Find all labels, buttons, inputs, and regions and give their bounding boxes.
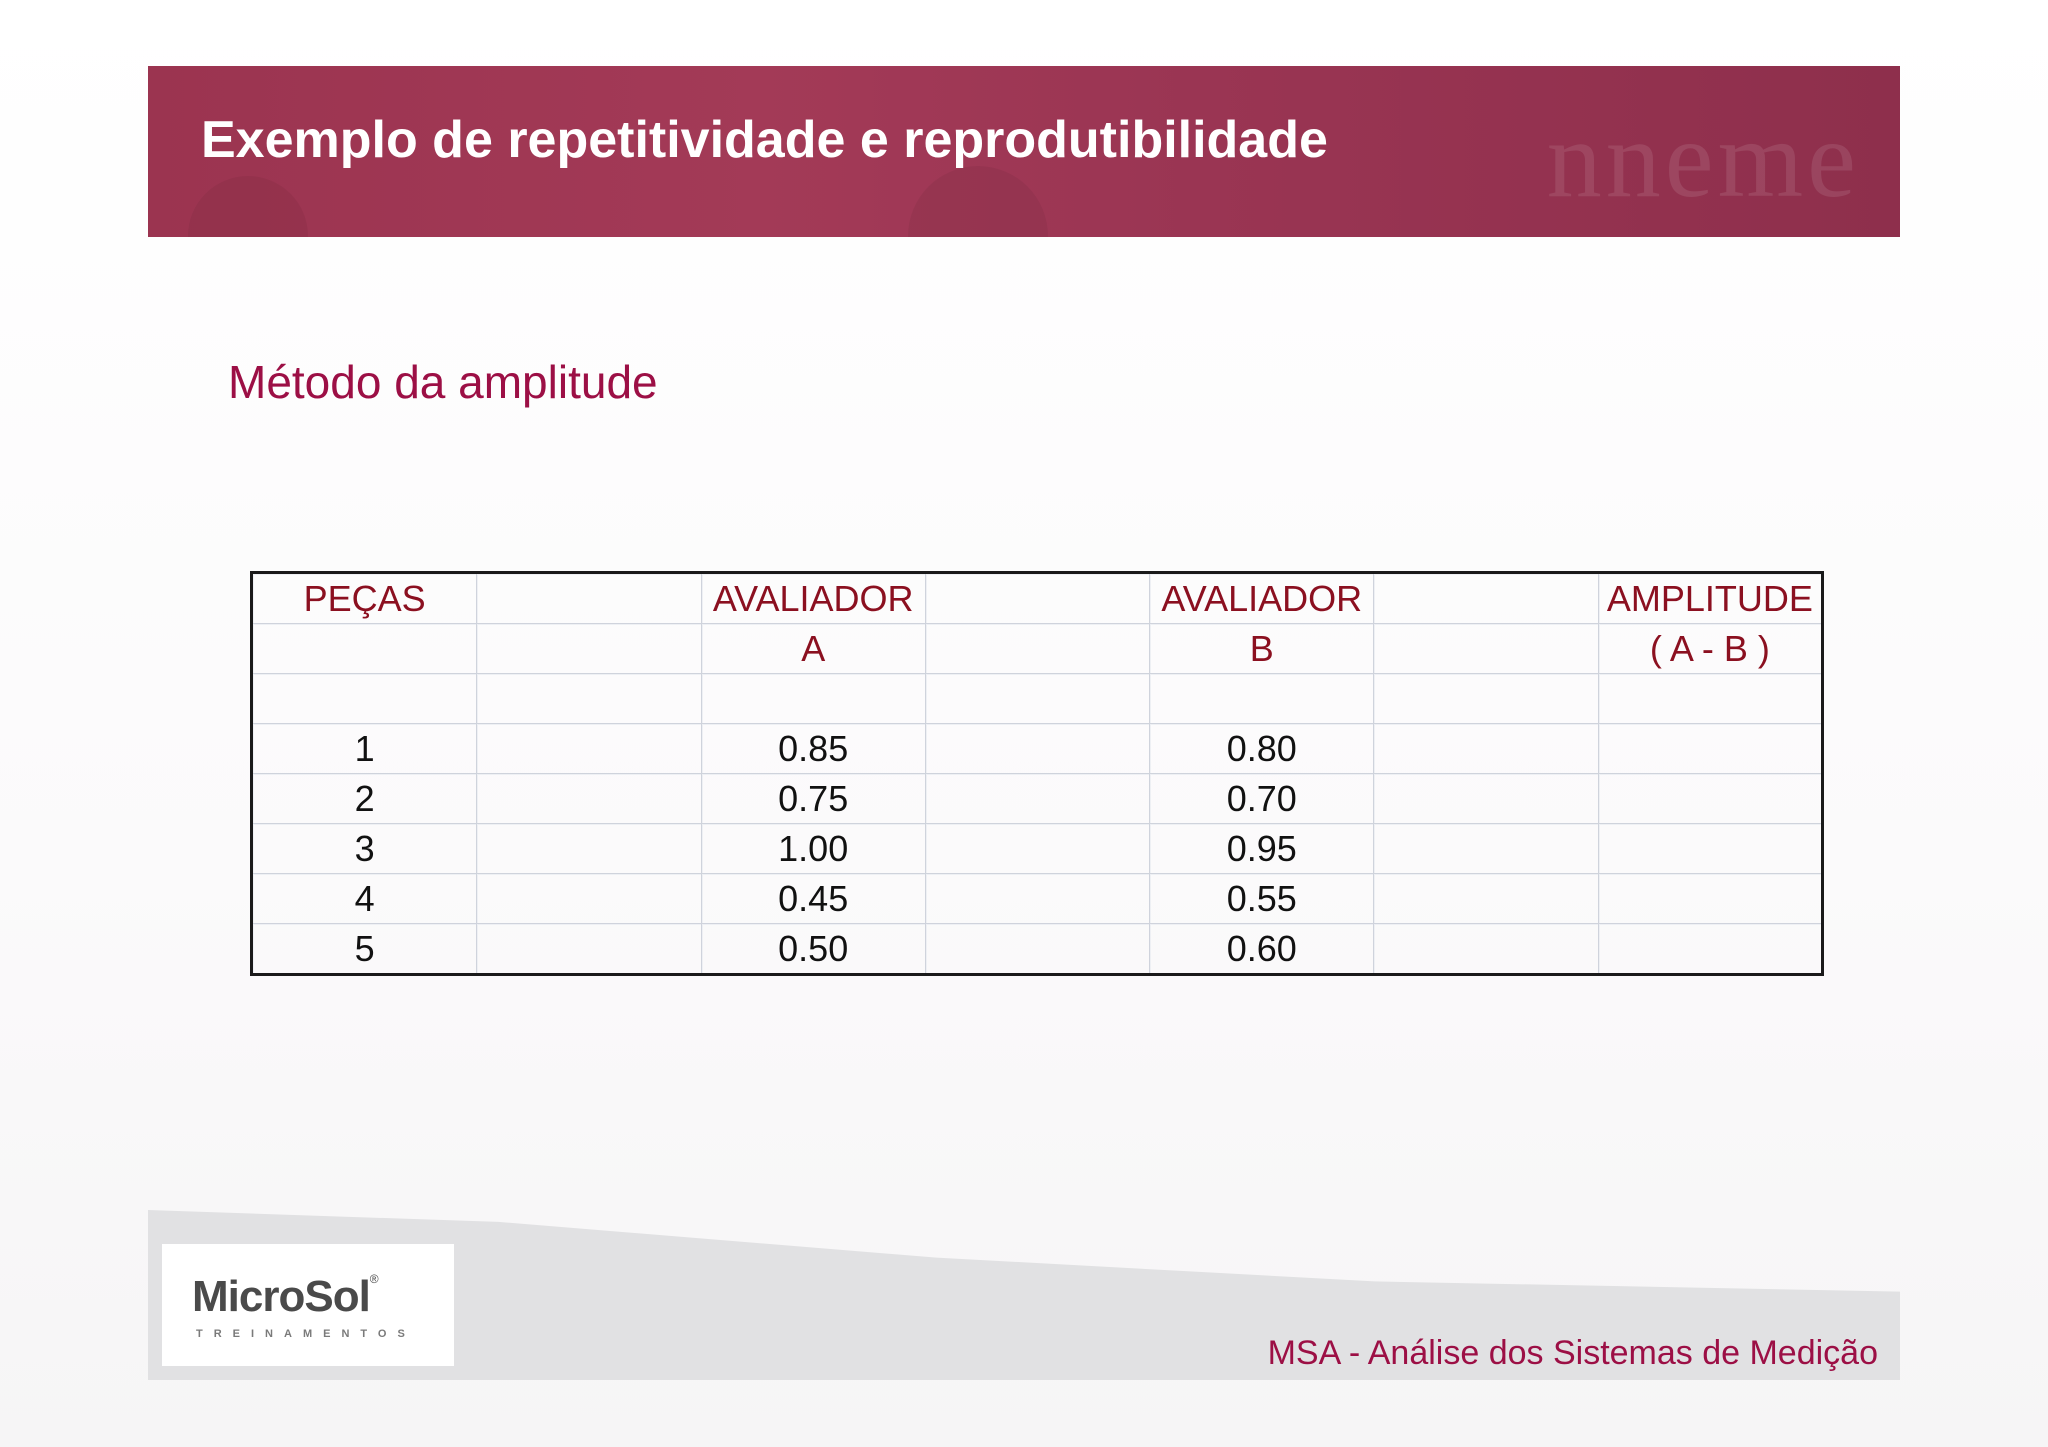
- table-cell: [700, 673, 926, 724]
- peca-cell: 4: [250, 873, 478, 924]
- table-cell: [1597, 673, 1824, 724]
- table-cell: [1149, 673, 1375, 724]
- table-cell: [250, 673, 478, 724]
- amplitude-cell: [1597, 773, 1824, 824]
- banner-decoration: [908, 166, 1048, 237]
- avaliador-a-cell: 1.00: [700, 823, 926, 874]
- peca-cell: 3: [250, 823, 478, 874]
- table-row: 3 1.00 0.95: [250, 823, 1824, 874]
- avaliador-b-cell: 0.95: [1149, 823, 1375, 874]
- avaliador-a-cell: 0.75: [700, 773, 926, 824]
- amplitude-cell: [1597, 723, 1824, 774]
- table-cell: [1373, 723, 1599, 774]
- header-cell-avaliador-b: AVALIADOR: [1149, 572, 1375, 624]
- header-banner: nneme Exemplo de repetitividade e reprod…: [148, 66, 1900, 237]
- header-cell: [1373, 623, 1599, 674]
- header-cell: [924, 572, 1151, 624]
- table-row: 5 0.50 0.60: [250, 923, 1824, 975]
- table-cell: [1373, 773, 1599, 824]
- header-cell: [476, 623, 702, 674]
- table-cell: [924, 773, 1151, 824]
- table-header-row: A B ( A - B ): [250, 623, 1824, 674]
- table-cell: [476, 823, 702, 874]
- table-cell: [1373, 823, 1599, 874]
- header-cell: [1373, 572, 1599, 624]
- table-cell: [476, 723, 702, 774]
- table-cell: [924, 673, 1151, 724]
- peca-cell: 5: [250, 923, 478, 975]
- header-cell: [476, 572, 702, 624]
- table-cell: [476, 873, 702, 924]
- table-row: 2 0.75 0.70: [250, 773, 1824, 824]
- table-cell: [924, 823, 1151, 874]
- header-cell: [250, 623, 478, 674]
- avaliador-a-cell: 0.50: [700, 923, 926, 975]
- table-cell: [924, 923, 1151, 975]
- avaliador-b-cell: 0.55: [1149, 873, 1375, 924]
- avaliador-a-cell: 0.45: [700, 873, 926, 924]
- header-cell-b: B: [1149, 623, 1375, 674]
- table-cell: [476, 773, 702, 824]
- table-row: 4 0.45 0.55: [250, 873, 1824, 924]
- logo-tagline: TREINAMENTOS: [196, 1328, 416, 1340]
- section-subtitle: Método da amplitude: [228, 356, 658, 408]
- peca-cell: 1: [250, 723, 478, 774]
- banner-watermark: nneme: [1546, 98, 1860, 220]
- banner-decoration: [188, 176, 308, 237]
- header-cell-avaliador-a: AVALIADOR: [700, 572, 926, 624]
- header-cell-pecas: PEÇAS: [250, 572, 478, 624]
- header-cell-amplitude: AMPLITUDE: [1597, 572, 1824, 624]
- table-cell: [924, 723, 1151, 774]
- header-cell: [924, 623, 1151, 674]
- amplitude-cell: [1597, 873, 1824, 924]
- footer-caption: MSA - Análise dos Sistemas de Medição: [1267, 1334, 1878, 1372]
- microsol-logo: MicroSol® TREINAMENTOS: [162, 1244, 454, 1366]
- table-cell: [1373, 923, 1599, 975]
- avaliador-a-cell: 0.85: [700, 723, 926, 774]
- table-row: 1 0.85 0.80: [250, 723, 1824, 774]
- header-cell-a: A: [700, 623, 926, 674]
- peca-cell: 2: [250, 773, 478, 824]
- amplitude-cell: [1597, 823, 1824, 874]
- amplitude-cell: [1597, 923, 1824, 975]
- avaliador-b-cell: 0.60: [1149, 923, 1375, 975]
- table-cell: [476, 923, 702, 975]
- registered-mark: ®: [369, 1272, 379, 1286]
- logo-name: MicroSol: [192, 1272, 371, 1321]
- table-cell: [1373, 673, 1599, 724]
- header-cell-a-minus-b: ( A - B ): [1597, 623, 1824, 674]
- page-title: Exemplo de repetitividade e reprodutibil…: [201, 111, 1328, 169]
- table-cell: [476, 673, 702, 724]
- table-cell: [1373, 873, 1599, 924]
- table-empty-row: [250, 673, 1824, 724]
- table-cell: [924, 873, 1151, 924]
- avaliador-b-cell: 0.80: [1149, 723, 1375, 774]
- avaliador-b-cell: 0.70: [1149, 773, 1375, 824]
- logo-wordmark: MicroSol®: [192, 1272, 379, 1322]
- amplitude-table: PEÇAS AVALIADOR AVALIADOR AMPLITUDE A B …: [250, 571, 1824, 976]
- table-header-row: PEÇAS AVALIADOR AVALIADOR AMPLITUDE: [250, 572, 1824, 624]
